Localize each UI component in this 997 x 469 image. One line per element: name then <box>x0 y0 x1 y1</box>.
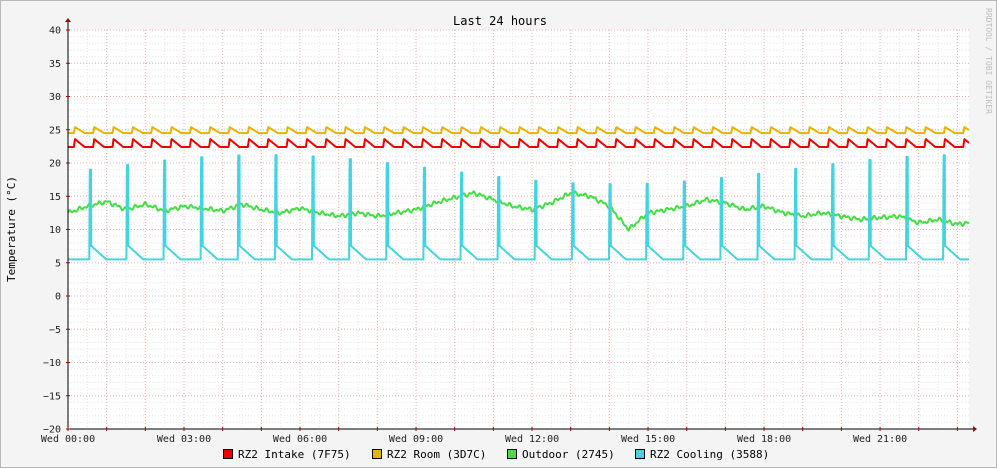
legend-item: RZ2 Cooling (3588) <box>635 448 769 461</box>
x-tick-label: Wed 00:00 <box>41 434 95 445</box>
y-tick-label: 40 <box>49 26 61 37</box>
y-tick-label: 0 <box>55 292 61 303</box>
legend-label: RZ2 Room (3D7C) <box>387 448 486 461</box>
y-tick-label: −20 <box>43 425 61 436</box>
y-axis-ticks: 40 35 30 25 20 15 10 5 0 −5 −10 −15 −20 <box>43 26 61 436</box>
x-tick-label: Wed 15:00 <box>621 434 675 445</box>
x-tick-label: Wed 18:00 <box>737 434 791 445</box>
watermark: RRDTOOL / TOBI OETIKER <box>984 8 993 114</box>
legend-swatch <box>372 449 382 459</box>
legend-label: RZ2 Cooling (3588) <box>650 448 769 461</box>
chart-title: Last 24 hours <box>453 14 547 28</box>
y-axis-arrow <box>65 18 71 22</box>
axes <box>65 18 977 432</box>
legend-swatch <box>635 449 645 459</box>
series-layer <box>67 126 970 261</box>
x-tick-label: Wed 03:00 <box>157 434 211 445</box>
legend-swatch <box>507 449 517 459</box>
y-axis-label: Temperature (°C) <box>5 176 18 282</box>
y-tick-label: 25 <box>49 125 61 136</box>
series-line-3 <box>67 154 970 261</box>
x-tick-label: Wed 06:00 <box>273 434 327 445</box>
legend-item: RZ2 Room (3D7C) <box>372 448 486 461</box>
y-tick-label: 20 <box>49 159 61 170</box>
legend-label: RZ2 Intake (7F75) <box>238 448 351 461</box>
series-line-0 <box>67 138 970 148</box>
x-tick-label: Wed 12:00 <box>505 434 559 445</box>
x-axis-ticks: Wed 00:00 Wed 03:00 Wed 06:00 Wed 09:00 Wed … <box>41 434 907 445</box>
y-tick-label: 30 <box>49 92 61 103</box>
x-tick-label: Wed 09:00 <box>389 434 443 445</box>
series-line-1 <box>67 126 970 135</box>
y-tick-label: 15 <box>49 192 61 203</box>
y-tick-label: 5 <box>55 258 61 269</box>
y-tick-label: 35 <box>49 59 61 70</box>
y-tick-label: −15 <box>43 391 61 402</box>
legend-item: Outdoor (2745) <box>507 448 615 461</box>
y-tick-label: 10 <box>49 225 61 236</box>
y-tick-label: −10 <box>43 358 61 369</box>
legend-label: Outdoor (2745) <box>522 448 615 461</box>
y-tick-label: −5 <box>49 325 61 336</box>
x-tick-label: Wed 21:00 <box>853 434 907 445</box>
legend: RZ2 Intake (7F75) RZ2 Room (3D7C) Outdoor … <box>223 448 769 461</box>
x-axis-arrow <box>973 426 977 432</box>
legend-swatch <box>223 449 233 459</box>
series-line-2 <box>67 190 970 232</box>
legend-item: RZ2 Intake (7F75) <box>223 448 351 461</box>
